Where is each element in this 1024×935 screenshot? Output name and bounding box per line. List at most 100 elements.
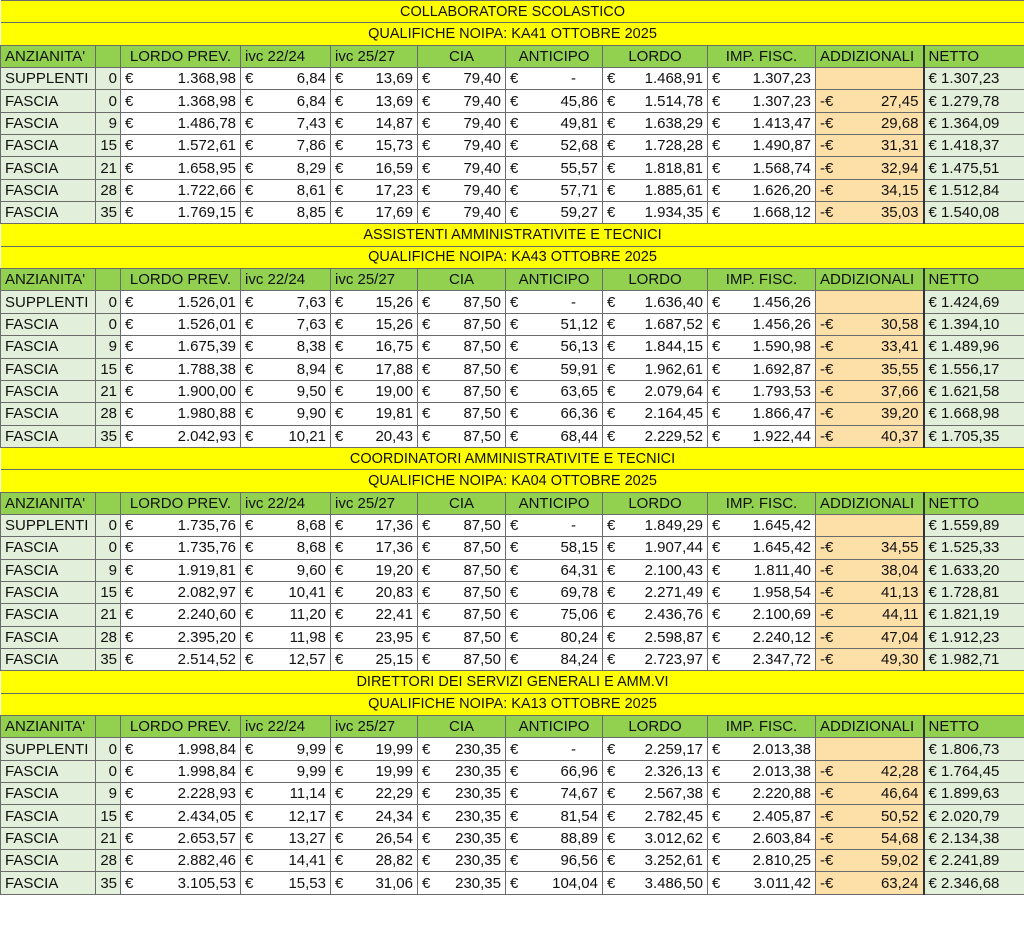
cell-lordo: €2.229,52 [602,424,708,448]
cell-value: 64,31 [560,561,598,579]
cell-value: 1.735,76 [177,539,236,557]
cell-netto: € 2.241,89 [922,849,1024,873]
cell-value: 230,35 [455,807,501,825]
cell-lordo: €2.259,17 [602,737,708,761]
cell-anticipo: €69,78 [505,580,603,605]
currency-symbol: € [510,829,519,847]
cell-value: 1.568,74 [752,159,811,177]
cell-imp-fisc: €1.668,12 [707,201,816,225]
cell-ivc-25-27: €17,36 [330,513,418,538]
cell-ivc-22-24: €12,17 [240,804,331,828]
cell-value: 8,68 [296,517,326,535]
cell-addizionali: -€ 41,13 [815,580,924,605]
cell-netto: € 1.540,08 [922,201,1024,225]
currency-symbol: € [245,70,254,88]
cell-ivc-25-27: €13,69 [330,89,418,113]
table-row: FASCIA 0 €1.526,01 €7,63 €15,26 €87,50 €51,12 €… [0,312,1024,337]
cell-value: 37,66 [880,383,919,401]
cell-value: 15,26 [375,315,413,333]
currency-symbol: -€ [820,159,834,177]
cell-netto: € 1.705,35 [922,424,1024,448]
currency-symbol: € [712,405,721,423]
currency-symbol: € [335,114,344,132]
section-subtitle: QUALIFICHE NOIPA: KA04 OTTOBRE 2025 [0,469,1024,493]
currency-symbol: € [712,874,721,892]
cell-anticipo: €59,91 [505,357,603,381]
header-lordo: LORDO [602,491,708,515]
cell-anni: 35 [95,201,121,225]
table-row: SUPPLENTI 0 €1.998,84 €9,99 €19,99 €230,35 € - €… [0,737,1024,761]
table-row: FASCIA 9 €2.228,93 €11,14 €22,29 €230,35 €74,6… [0,782,1024,806]
currency-symbol: € [712,807,721,825]
currency-symbol: € [335,762,344,780]
currency-symbol: € [335,852,344,870]
cell-anzianita: SUPPLENTI [0,67,96,91]
cell-value: 87,50 [463,651,501,669]
cell-ivc-25-27: €25,15 [330,647,418,672]
currency-symbol: € [245,204,254,222]
cell-lordo: €2.326,13 [602,759,708,784]
cell-anticipo: €80,24 [505,625,603,649]
currency-symbol: € [422,628,431,646]
cell-value: 2.082,97 [177,584,236,602]
cell-value: 59,02 [880,852,919,870]
table-row: SUPPLENTI 0 €1.526,01 €7,63 €15,26 €87,50 € - €1… [0,290,1024,314]
currency-symbol: € [607,539,616,557]
cell-lordo: €1.849,29 [602,513,708,538]
currency-symbol: -€ [820,852,834,870]
cell-anzianita: FASCIA [0,312,96,337]
header-lordo: LORDO [602,714,708,739]
cell-value: 1.907,44 [644,539,703,557]
cell-value: 1.934,35 [644,204,703,222]
cell-anni: 15 [95,804,121,828]
cell-ivc-25-27: €17,88 [330,357,418,381]
cell-anticipo: €58,15 [505,536,603,560]
cell-value: 29,68 [880,114,919,132]
cell-ivc-22-24: €14,41 [240,849,331,873]
section-title-row: DIRETTORI DEI SERVIZI GENERALI E AMM.VI [0,670,1024,694]
currency-symbol: -€ [820,807,834,825]
cell-netto: € 2.134,38 [922,826,1024,851]
cell-value: 34,55 [880,539,919,557]
currency-symbol: € [335,383,344,401]
cell-value: 17,23 [375,181,413,199]
cell-value: 2.514,52 [177,651,236,669]
table-row: SUPPLENTI 0 €1.368,98 €6,84 €13,69 €79,40 € - €1… [0,67,1024,91]
cell-value: - [571,740,576,758]
currency-symbol: € [607,584,616,602]
header-imp-fisc: IMP. FISC. [707,714,816,739]
header-row: ANZIANITA' LORDO PREV. ivc 22/24 ivc 25/27 C… [0,491,1024,515]
cell-lordo-prev: €2.514,52 [120,647,241,672]
header-lordo-prev: LORDO PREV. [120,491,241,515]
currency-symbol: € [712,181,721,199]
currency-symbol: € [422,584,431,602]
cell-imp-fisc: €1.456,26 [707,290,816,314]
cell-value: - [571,293,576,311]
currency-symbol: € [245,360,254,378]
currency-symbol: € [245,874,254,892]
header-lordo: LORDO [602,44,708,69]
cell-value: 88,89 [560,829,598,847]
section-subtitle: QUALIFICHE NOIPA: KA41 OTTOBRE 2025 [0,22,1024,46]
cell-value: 2.220,88 [752,785,811,803]
cell-anzianita: SUPPLENTI [0,513,96,538]
currency-symbol: € [335,561,344,579]
currency-symbol: € [335,427,344,445]
header-imp-fisc: IMP. FISC. [707,491,816,515]
cell-lordo: €1.962,61 [602,357,708,381]
currency-symbol: € [245,651,254,669]
cell-ivc-25-27: €19,81 [330,402,418,426]
cell-lordo: €2.567,38 [602,782,708,806]
currency-symbol: € [422,405,431,423]
currency-symbol: € [607,852,616,870]
cell-value: 32,94 [880,159,919,177]
currency-symbol: € [335,651,344,669]
cell-anticipo: €45,86 [505,89,603,113]
cell-anni: 15 [95,357,121,381]
cell-value: 74,67 [560,785,598,803]
cell-value: 79,40 [463,181,501,199]
cell-addizionali: -€ 44,11 [815,603,924,627]
cell-value: 1.638,29 [644,114,703,132]
cell-value: 1.636,40 [644,293,703,311]
cell-lordo-prev: €2.882,46 [120,849,241,873]
